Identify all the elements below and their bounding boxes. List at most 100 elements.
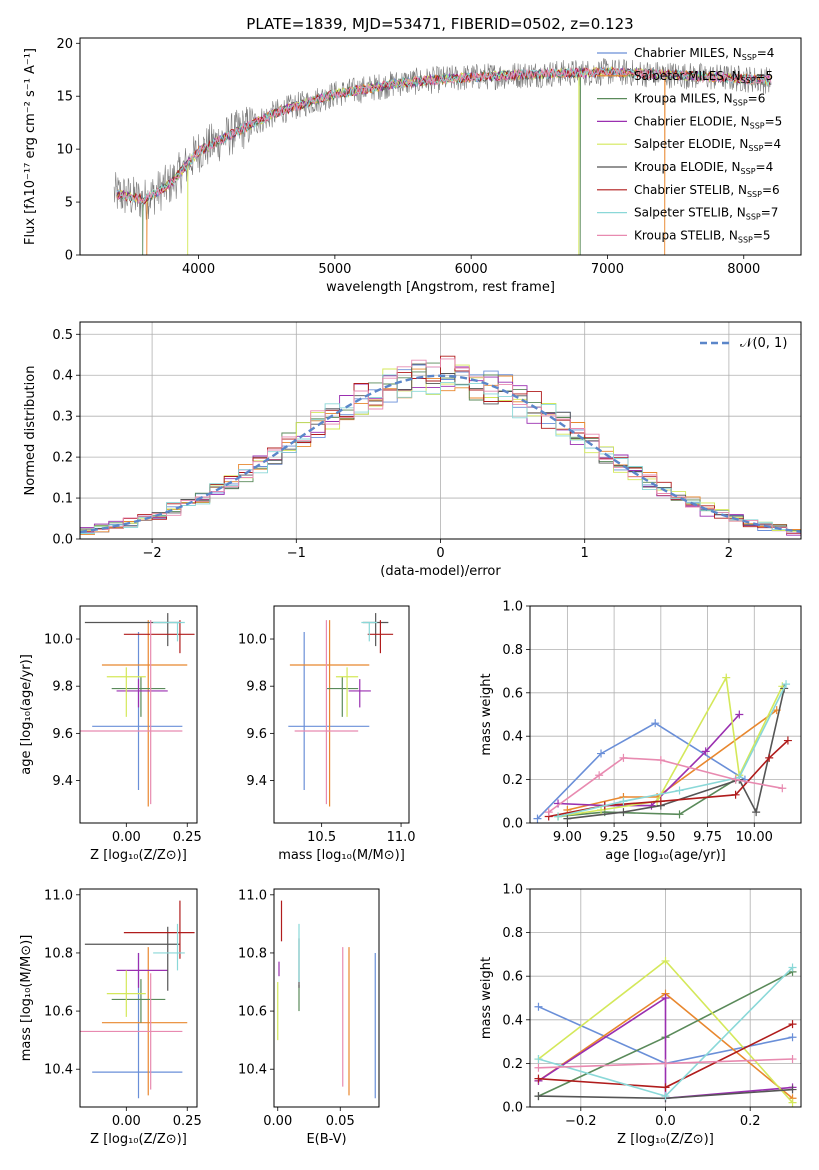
y-tick-label: 1.0 (502, 600, 523, 615)
x-tick-label: 1 (581, 546, 589, 561)
x-tick-label: 8000 (727, 262, 760, 277)
y-tick-label: 9.6 (246, 727, 267, 742)
weight-point-marker (675, 786, 684, 795)
weight-point-marker (731, 775, 740, 784)
weight-series-line (567, 688, 785, 820)
panel-residuals: −2 −1 0 1 2 0.0 0.1 0.2 0.3 0.4 0.5 (data-model)/er… (23, 321, 802, 579)
legend-entry: 𝒩(0, 1) (740, 336, 787, 351)
x-tick-label: 7000 (591, 262, 624, 277)
axes-frame (79, 888, 198, 1108)
model-spectrum-line (116, 66, 772, 205)
x-axis-label: age [log₁₀(age/yr)] (605, 848, 726, 863)
y-tick-label: 9.8 (246, 680, 267, 695)
weight-series-line (548, 757, 783, 813)
legend-entry: Chabrier ELODIE, NSSP=5 (634, 114, 782, 130)
x-tick-label: 10.00 (736, 830, 773, 845)
y-tick-label: 0.8 (502, 926, 523, 941)
weight-point-marker (656, 797, 665, 806)
weight-point-marker (534, 1002, 543, 1011)
y-tick-label: 0.3 (52, 410, 73, 425)
plot-area-z_mass (80, 900, 195, 1099)
weight-point-marker (783, 736, 792, 745)
weight-point-marker (651, 719, 660, 728)
plot-area-ebv_mass (277, 900, 376, 1099)
y-tick-label: 11.0 (238, 888, 267, 903)
plot-area-mass_age (288, 613, 394, 807)
y-axis-label: mass [log₁₀(M/M⊙)] (19, 935, 34, 1062)
weight-point-marker (534, 1055, 543, 1064)
histogram-step (80, 374, 801, 534)
weight-point-marker (595, 771, 604, 780)
weight-point-marker (597, 749, 606, 758)
y-tick-label: 11.0 (44, 888, 73, 903)
weight-point-marker (661, 994, 670, 1002)
x-tick-label: 0 (436, 546, 444, 561)
panel-spectrum: 4000 5000 6000 7000 8000 0 5 10 15 20 wavelength [… (23, 37, 802, 295)
weight-point-marker (701, 747, 710, 756)
weight-point-marker (788, 963, 797, 972)
histogram-step (80, 355, 801, 535)
weight-point-marker (661, 1092, 670, 1101)
y-axis-label: age [log₁₀(age/yr)] (19, 654, 34, 775)
weight-point-marker (563, 814, 572, 823)
plot-area-age_weight (530, 606, 801, 823)
weight-point-marker (788, 1098, 797, 1107)
weight-point-marker (533, 814, 542, 823)
y-axis-label: mass weight (479, 673, 494, 755)
weight-point-marker (778, 784, 787, 793)
y-tick-label: 5 (65, 196, 73, 211)
model-spectrum-line (116, 66, 772, 204)
x-tick-label: 0.2 (740, 1114, 761, 1129)
axes-frame (273, 888, 380, 1108)
weight-point-marker (619, 753, 628, 762)
x-tick-label: 5000 (318, 262, 351, 277)
histogram-step (80, 358, 801, 534)
weight-point-marker (675, 810, 684, 819)
y-tick-label: 10.4 (44, 1063, 73, 1078)
y-tick-label: 0 (65, 249, 73, 264)
x-axis-label: Z [log₁₀(Z/Z⊙)] (90, 1132, 187, 1147)
legend-entry: Salpeter MILES, NSSP=5 (634, 69, 773, 85)
x-tick-label: 9.75 (693, 830, 722, 845)
panel-z_mass: 0.00 0.25 10.4 10.6 10.8 11.0 Z [log₁₀(Z/Z⊙)] m… (19, 888, 202, 1147)
weight-point-marker (788, 1085, 797, 1094)
legend-entry: Kroupa MILES, NSSP=6 (634, 92, 765, 108)
x-axis-label: E(B-V) (306, 1132, 346, 1147)
weight-point-marker (752, 808, 761, 817)
weight-point-marker (765, 753, 774, 762)
x-tick-label: −1 (287, 546, 306, 561)
y-tick-label: 9.8 (52, 680, 73, 695)
y-tick-label: 0.2 (502, 1057, 523, 1072)
weight-point-marker (534, 1092, 543, 1101)
y-tick-label: 0.4 (502, 730, 523, 745)
panel-age_weight: 9.00 9.25 9.50 9.75 10.00 0.0 0.2 0.4 0.6 0.8 1.0 a… (479, 600, 802, 863)
y-tick-label: 0.5 (52, 328, 73, 343)
normal-reference-curve (80, 374, 801, 533)
y-axis-label: mass weight (479, 957, 494, 1039)
legend: Chabrier MILES, NSSP=4 Salpeter MILES, NS… (597, 46, 782, 244)
panel-z_weight: −0.2 0.0 0.2 0.0 0.2 0.4 0.6 0.8 1.0 Z [log₁₀(Z/Z… (479, 883, 802, 1147)
weight-point-marker (544, 808, 553, 817)
weight-point-marker (782, 680, 791, 689)
y-tick-label: 0.1 (52, 492, 73, 507)
y-tick-label: 10 (56, 143, 73, 158)
weight-point-marker (661, 1083, 670, 1092)
x-tick-label: 0.05 (326, 1114, 355, 1129)
x-tick-label: 0.00 (112, 830, 141, 845)
weight-series-line (538, 996, 793, 1100)
x-axis-label: Z [log₁₀(Z/Z⊙)] (90, 848, 187, 863)
x-axis-label: Z [log₁₀(Z/Z⊙)] (617, 1132, 714, 1147)
weight-point-marker (661, 1059, 670, 1068)
weight-point-marker (554, 812, 563, 821)
weight-point-marker (788, 1020, 797, 1029)
y-tick-label: 0.6 (502, 686, 523, 701)
legend-entry: Kroupa ELODIE, NSSP=4 (634, 160, 773, 176)
weight-point-marker (656, 756, 665, 765)
y-tick-label: 0.0 (52, 533, 73, 548)
y-tick-label: 0.6 (502, 970, 523, 985)
model-spectrum-line (116, 66, 772, 205)
axes-frame (529, 888, 802, 1108)
x-tick-label: 6000 (455, 262, 488, 277)
y-tick-label: 0.2 (52, 451, 73, 466)
